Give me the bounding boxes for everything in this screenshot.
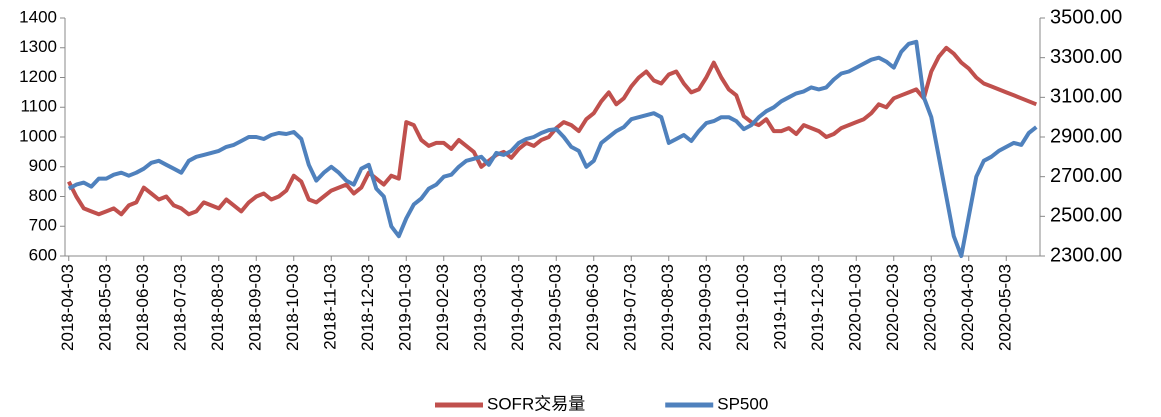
- y-tick-label: 1300: [19, 37, 57, 56]
- x-tick-label: 2019-08-03: [658, 264, 677, 351]
- x-tick-label: 2019-10-03: [733, 264, 752, 351]
- x-tick-label: 2020-02-03: [883, 264, 902, 351]
- y-tick-label: 700: [29, 216, 57, 235]
- y2-tick-label: 2700.00: [1050, 165, 1122, 187]
- x-tick-label: 2019-12-03: [808, 264, 827, 351]
- y2-tick-label: 3100.00: [1050, 86, 1122, 108]
- x-tick-label: 2020-03-03: [921, 264, 940, 351]
- y-tick-label: 600: [29, 245, 57, 264]
- y2-tick-label: 2300.00: [1050, 244, 1122, 266]
- x-tick-label: 2018-04-03: [58, 264, 77, 351]
- series-line: [67, 39, 1038, 258]
- y-tick-label: 1200: [19, 67, 57, 86]
- x-tick-label: 2018-08-03: [208, 264, 227, 351]
- x-tick-label: 2019-05-03: [546, 264, 565, 351]
- x-tick-label: 2019-03-03: [471, 264, 490, 351]
- x-tick-label: 2019-11-03: [771, 264, 790, 350]
- x-tick-label: 2019-02-03: [433, 264, 452, 351]
- x-tick-label: 2018-07-03: [171, 264, 190, 351]
- y2-tick-label: 2900.00: [1050, 125, 1122, 147]
- x-tick-label: 2018-11-03: [321, 264, 340, 350]
- x-tick-label: 2020-01-03: [846, 264, 865, 351]
- x-tick-label: 2019-01-03: [396, 264, 415, 351]
- y-tick-label: 900: [29, 156, 57, 175]
- x-tick-label: 2018-10-03: [283, 264, 302, 351]
- y2-tick-label: 2500.00: [1050, 205, 1122, 227]
- legend-label: SP500: [717, 394, 768, 413]
- y-tick-label: 1100: [20, 97, 57, 116]
- x-tick-label: 2018-12-03: [358, 264, 377, 351]
- y-tick-label: 1000: [19, 126, 57, 145]
- y-tick-label: 1400: [19, 7, 57, 26]
- x-tick-label: 2018-05-03: [96, 264, 115, 351]
- x-tick-label: 2019-09-03: [696, 264, 715, 351]
- series-line: [67, 45, 1038, 217]
- x-tick-label: 2019-06-03: [583, 264, 602, 351]
- x-tick-label: 2018-06-03: [133, 264, 152, 351]
- x-tick-label: 2019-07-03: [621, 264, 640, 351]
- y2-tick-label: 3300.00: [1050, 46, 1122, 68]
- x-tick-label: 2018-09-03: [246, 264, 265, 351]
- x-tick-label: 2020-04-03: [958, 264, 977, 351]
- y-tick-label: 800: [29, 186, 57, 205]
- legend-label: SOFR交易量: [487, 394, 585, 413]
- x-tick-label: 2019-04-03: [508, 264, 527, 351]
- x-tick-label: 2020-05-03: [996, 264, 1015, 351]
- y2-tick-label: 3500.00: [1050, 6, 1122, 28]
